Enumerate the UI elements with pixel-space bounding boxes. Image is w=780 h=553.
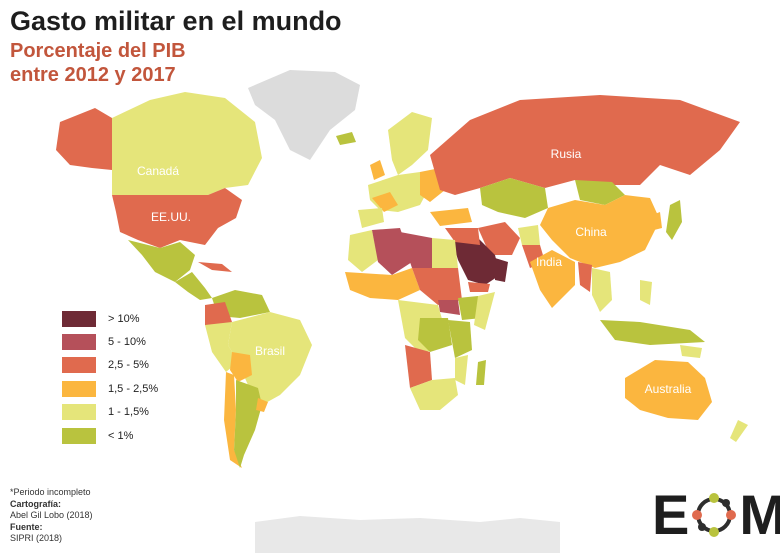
cartography-label: Cartografía: <box>10 498 62 509</box>
region-usa <box>112 188 242 248</box>
map-subtitle-line-2: entre 2012 y 2017 <box>10 64 176 86</box>
eom-logo: E M <box>652 483 780 546</box>
region-india <box>530 250 575 308</box>
region-uk <box>370 160 385 180</box>
region-congo-drc <box>418 318 452 352</box>
region-south-sudan <box>438 300 460 315</box>
footnote-incomplete-period: *Periodo incompleto <box>10 487 91 497</box>
region-philippines <box>640 280 652 305</box>
region-iberia <box>358 208 384 228</box>
region-france <box>372 192 398 212</box>
region-egypt <box>432 238 458 268</box>
region-mozambique <box>455 355 468 385</box>
legend-label: 2,5 - 5% <box>108 359 149 372</box>
legend-swatch <box>62 334 96 351</box>
map-subtitle-line-1: Porcentaje del PIB <box>10 40 186 62</box>
region-antarctica <box>255 516 560 553</box>
region-australia <box>625 360 712 420</box>
legend-item: > 10% <box>62 307 158 330</box>
legend-label: 5 - 10% <box>108 336 146 349</box>
region-turkey <box>430 208 472 226</box>
region-brazil <box>228 312 312 405</box>
region-png <box>680 345 702 358</box>
label-china: China <box>575 225 607 239</box>
legend-item: 2,5 - 5% <box>62 354 158 377</box>
label-india: India <box>535 255 563 269</box>
map-footer: *Periodo incompleto Cartografía: Abel Gi… <box>10 487 93 545</box>
label-russia: Rusia <box>550 147 582 161</box>
region-afghanistan <box>518 225 540 245</box>
legend-item: 1,5 - 2,5% <box>62 377 158 400</box>
legend-label: 1 - 1,5% <box>108 406 149 419</box>
legend-swatch <box>62 404 96 421</box>
region-russia <box>430 95 740 195</box>
region-east-africa <box>448 320 472 358</box>
region-greenland <box>248 70 360 160</box>
label-usa: EE.UU. <box>150 210 192 224</box>
region-new-zealand <box>730 420 748 442</box>
region-uruguay <box>256 398 268 412</box>
region-indochina <box>592 268 612 312</box>
legend-swatch <box>62 357 96 374</box>
legend-item: 1 - 1,5% <box>62 401 158 424</box>
region-somalia <box>474 292 495 330</box>
legend-item: < 1% <box>62 424 158 447</box>
region-scandinavia <box>388 112 432 175</box>
region-angola <box>405 345 432 388</box>
legend-swatch <box>62 310 96 327</box>
region-cuba <box>198 262 232 272</box>
region-chad-sudan <box>412 268 462 305</box>
region-madagascar <box>476 360 486 385</box>
legend-label: < 1% <box>108 429 134 442</box>
label-brazil: Brasil <box>254 344 286 358</box>
region-iceland <box>336 132 356 145</box>
region-mongolia <box>575 180 625 205</box>
region-kazakhstan <box>480 178 548 218</box>
region-indonesia <box>600 320 705 345</box>
logo-letter-e: E <box>652 483 690 546</box>
region-yemen <box>468 282 490 292</box>
map-legend: > 10% 5 - 10% 2,5 - 5% 1,5 - 2,5% 1 - 1,… <box>62 307 158 447</box>
region-canada <box>112 92 262 195</box>
logo-letter-m: M <box>739 483 780 546</box>
region-peru <box>205 322 238 372</box>
region-korea <box>652 212 662 230</box>
region-bolivia <box>230 352 252 382</box>
source-credit: SIPRI (2018) <box>10 533 63 543</box>
region-japan <box>666 200 682 240</box>
source-label: Fuente: <box>10 521 43 532</box>
region-north-africa-west <box>348 230 378 272</box>
label-australia: Australia <box>644 382 692 396</box>
legend-label: > 10% <box>108 312 140 325</box>
legend-label: 1,5 - 2,5% <box>108 382 159 395</box>
region-iran <box>478 222 520 255</box>
region-saudi-arabia <box>452 238 500 285</box>
region-libya <box>400 232 432 270</box>
region-oman <box>495 258 508 282</box>
legend-swatch <box>62 380 96 397</box>
region-argentina <box>234 380 262 468</box>
region-myanmar <box>578 262 592 292</box>
region-central-america <box>175 272 212 300</box>
cartography-credit: Abel Gil Lobo (2018) <box>10 510 93 520</box>
region-algeria <box>372 228 412 275</box>
map-title: Gasto militar en el mundo <box>10 6 342 36</box>
logo-network-icon <box>692 493 737 537</box>
region-china <box>540 195 660 268</box>
region-west-africa <box>345 268 420 300</box>
label-canada: Canadá <box>136 164 180 178</box>
legend-item: 5 - 10% <box>62 330 158 353</box>
region-southern-africa <box>410 378 458 410</box>
legend-swatch <box>62 427 96 444</box>
region-chile <box>224 372 242 468</box>
region-iraq-syria <box>445 228 480 245</box>
region-mexico <box>128 240 195 282</box>
region-alaska <box>56 108 112 170</box>
